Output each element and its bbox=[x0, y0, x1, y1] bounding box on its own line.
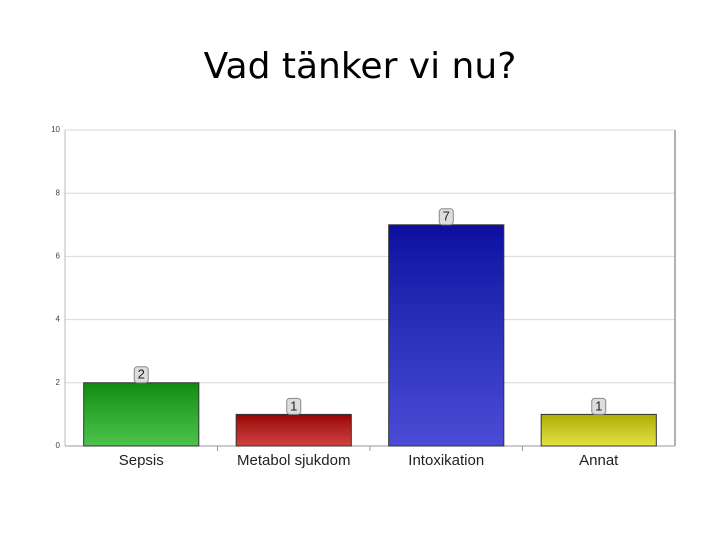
x-tick-label: Intoxikation bbox=[408, 452, 484, 469]
y-tick-label: 6 bbox=[56, 252, 61, 261]
value-label-box bbox=[133, 366, 149, 384]
bar bbox=[540, 413, 657, 447]
bar bbox=[388, 224, 505, 447]
value-label-box bbox=[286, 397, 302, 415]
y-tick-label: 4 bbox=[56, 315, 61, 324]
x-tick-label: Metabol sjukdom bbox=[237, 452, 350, 469]
y-tick-label: 10 bbox=[51, 125, 60, 134]
chart-title: Vad tänker vi nu? bbox=[204, 46, 517, 87]
value-label: 2 bbox=[138, 367, 145, 382]
y-tick-label: 2 bbox=[56, 378, 61, 387]
x-tick-label: Annat bbox=[579, 452, 619, 469]
y-tick-label: 8 bbox=[56, 188, 61, 197]
value-label: 7 bbox=[443, 209, 450, 224]
value-label-box bbox=[591, 397, 607, 415]
value-label: 1 bbox=[290, 398, 297, 413]
value-label-box bbox=[438, 208, 454, 226]
bar bbox=[83, 382, 200, 447]
y-tick-label: 0 bbox=[56, 441, 61, 450]
x-tick-label: Sepsis bbox=[119, 452, 164, 469]
bar bbox=[235, 413, 352, 447]
value-label: 1 bbox=[595, 398, 602, 413]
